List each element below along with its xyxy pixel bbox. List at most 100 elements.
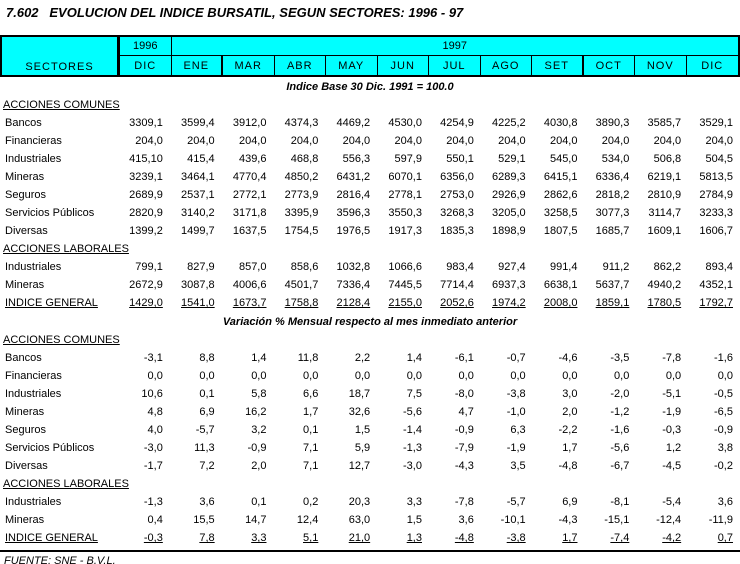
cell-value: 1,2 bbox=[665, 442, 682, 454]
cell-value: 11,3 bbox=[194, 442, 215, 454]
cell-value: 6937,3 bbox=[492, 279, 526, 291]
cell-value: 927,4 bbox=[498, 261, 526, 273]
cell-value: 506,8 bbox=[653, 153, 682, 165]
cell-value: -12,4 bbox=[656, 514, 682, 526]
cell-value: 3,6 bbox=[458, 514, 474, 526]
cell-value: 4352,1 bbox=[699, 279, 733, 291]
cell-value: 1780,5 bbox=[647, 297, 682, 309]
sectors-header-cell: SECTORES bbox=[2, 37, 120, 75]
cell-value: 991,4 bbox=[549, 261, 578, 273]
cell-value: 2,0 bbox=[251, 460, 267, 472]
cell-value: 550,1 bbox=[446, 153, 474, 165]
cell-value: 2128,4 bbox=[336, 297, 371, 309]
source-note: FUENTE: SNE - B.V.L. bbox=[4, 555, 116, 564]
cell-value: 3205,0 bbox=[492, 207, 526, 219]
cell-value: -2,0 bbox=[610, 388, 630, 400]
page-title: 7.602 EVOLUCION DEL INDICE BURSATIL, SEG… bbox=[6, 5, 464, 20]
table-row: Mineras 3239,1 3464,1 4770,4 4850,2 6431,2 607… bbox=[0, 168, 740, 186]
cell-value: -3,1 bbox=[143, 352, 163, 364]
total-row: INDICE GENERAL -0,3 7,8 3,3 5,1 21,0 1,3 -4,8 -3… bbox=[0, 529, 740, 547]
section-header: ACCIONES COMUNES bbox=[3, 99, 120, 111]
section-row: ACCIONES COMUNES bbox=[0, 331, 740, 349]
cell-value: 6356,0 bbox=[440, 171, 474, 183]
cell-value: 0,0 bbox=[354, 370, 371, 382]
cell-value: -3,8 bbox=[506, 388, 526, 400]
cell-value: 4530,0 bbox=[388, 117, 422, 129]
cell-value: -0,5 bbox=[714, 388, 733, 400]
cell-value: 204,0 bbox=[653, 135, 682, 147]
cell-value: 4,8 bbox=[147, 406, 163, 418]
cell-value: 4770,4 bbox=[232, 171, 267, 183]
cell-value: 1,7 bbox=[562, 442, 578, 454]
cell-value: 468,8 bbox=[290, 153, 319, 165]
table-row: Seguros 4,0 -5,7 3,2 0,1 1,5 -1,4 -0,9 6,3 -2,2 -1… bbox=[0, 421, 740, 439]
row-label: Bancos bbox=[5, 352, 42, 364]
cell-value: 2784,9 bbox=[699, 189, 733, 201]
table-row: Servicios Públicos -3,0 11,3 -0,9 7,1 5,9 -1,3… bbox=[0, 439, 740, 457]
cell-value: 1807,5 bbox=[543, 225, 578, 237]
cell-value: 7714,4 bbox=[440, 279, 474, 291]
cell-value: 1,7 bbox=[303, 406, 319, 418]
cell-value: 1835,3 bbox=[440, 225, 474, 237]
cell-value: 4850,2 bbox=[284, 171, 319, 183]
cell-value: 1429,0 bbox=[129, 297, 163, 309]
cell-value: 5,8 bbox=[251, 388, 267, 400]
cell-value: 3077,3 bbox=[595, 207, 630, 219]
cell-value: 0,1 bbox=[303, 424, 319, 436]
month-header: SET bbox=[532, 56, 584, 75]
cell-value: -7,8 bbox=[662, 352, 682, 364]
month-header: JUN bbox=[378, 56, 429, 75]
cell-value: -0,9 bbox=[247, 442, 267, 454]
total-row: INDICE GENERAL 1429,0 1541,0 1673,7 1758,8 21… bbox=[0, 294, 740, 312]
year-1996-cell: 1996 bbox=[120, 37, 172, 56]
cell-value: -7,9 bbox=[454, 442, 474, 454]
cell-value: -6,1 bbox=[454, 352, 474, 364]
cell-value: -4,6 bbox=[558, 352, 578, 364]
table-row: Mineras 2672,9 3087,8 4006,6 4501,7 7336,4 744… bbox=[0, 276, 740, 294]
cell-value: 204,0 bbox=[238, 135, 267, 147]
cell-value: 0,7 bbox=[717, 532, 733, 544]
cell-value: 5,1 bbox=[303, 532, 319, 544]
cell-value: 2820,9 bbox=[129, 207, 163, 219]
cell-value: 2537,1 bbox=[181, 189, 215, 201]
cell-value: 1,7 bbox=[562, 532, 578, 544]
cell-value: 6336,4 bbox=[595, 171, 630, 183]
row-label: INDICE GENERAL bbox=[5, 532, 98, 544]
cell-value: -3,8 bbox=[506, 532, 526, 544]
month-header: ABR bbox=[275, 56, 326, 75]
table-row: Financieras 204,0 204,0 204,0 204,0 204,0 204,… bbox=[0, 132, 740, 150]
cell-value: 1,5 bbox=[354, 424, 371, 436]
cell-value: -3,0 bbox=[403, 460, 422, 472]
cell-value: 4469,2 bbox=[336, 117, 371, 129]
table-row: Financieras 0,0 0,0 0,0 0,0 0,0 0,0 0,0 0,0 0,0 0,… bbox=[0, 367, 740, 385]
cell-value: -2,2 bbox=[558, 424, 578, 436]
cell-value: 3171,8 bbox=[232, 207, 267, 219]
table-row: Servicios Públicos 2820,9 3140,2 3171,8 3395… bbox=[0, 204, 740, 222]
cell-value: 15,5 bbox=[193, 514, 215, 526]
cell-value: 1758,8 bbox=[284, 297, 319, 309]
row-label: Servicios Públicos bbox=[5, 207, 95, 219]
cell-value: 7336,4 bbox=[336, 279, 371, 291]
cell-value: -5,7 bbox=[195, 424, 215, 436]
cell-value: 12,4 bbox=[296, 514, 319, 526]
cell-value: -8,1 bbox=[610, 496, 630, 508]
cell-value: 204,0 bbox=[498, 135, 526, 147]
cell-value: 2672,9 bbox=[129, 279, 163, 291]
cell-value: -0,2 bbox=[714, 460, 733, 472]
cell-value: 0,0 bbox=[406, 370, 422, 382]
table-row: Diversas -1,7 7,2 2,0 7,1 12,7 -3,0 -4,3 3,5 -4,8… bbox=[0, 457, 740, 475]
cell-value: -4,3 bbox=[454, 460, 474, 472]
cell-value: -1,9 bbox=[506, 442, 526, 454]
cell-value: -4,3 bbox=[558, 514, 578, 526]
cell-value: 2,0 bbox=[562, 406, 578, 418]
cell-value: -1,9 bbox=[662, 406, 682, 418]
cell-value: 2778,1 bbox=[388, 189, 422, 201]
table-row: Industriales 10,6 0,1 5,8 6,6 18,7 7,5 -8,0 -3,8… bbox=[0, 385, 740, 403]
cell-value: 827,9 bbox=[187, 261, 215, 273]
cell-value: 3258,5 bbox=[543, 207, 578, 219]
cell-value: -4,5 bbox=[662, 460, 682, 472]
cell-value: 0,0 bbox=[251, 370, 267, 382]
cell-value: 2753,0 bbox=[440, 189, 474, 201]
cell-value: 0,0 bbox=[458, 370, 474, 382]
